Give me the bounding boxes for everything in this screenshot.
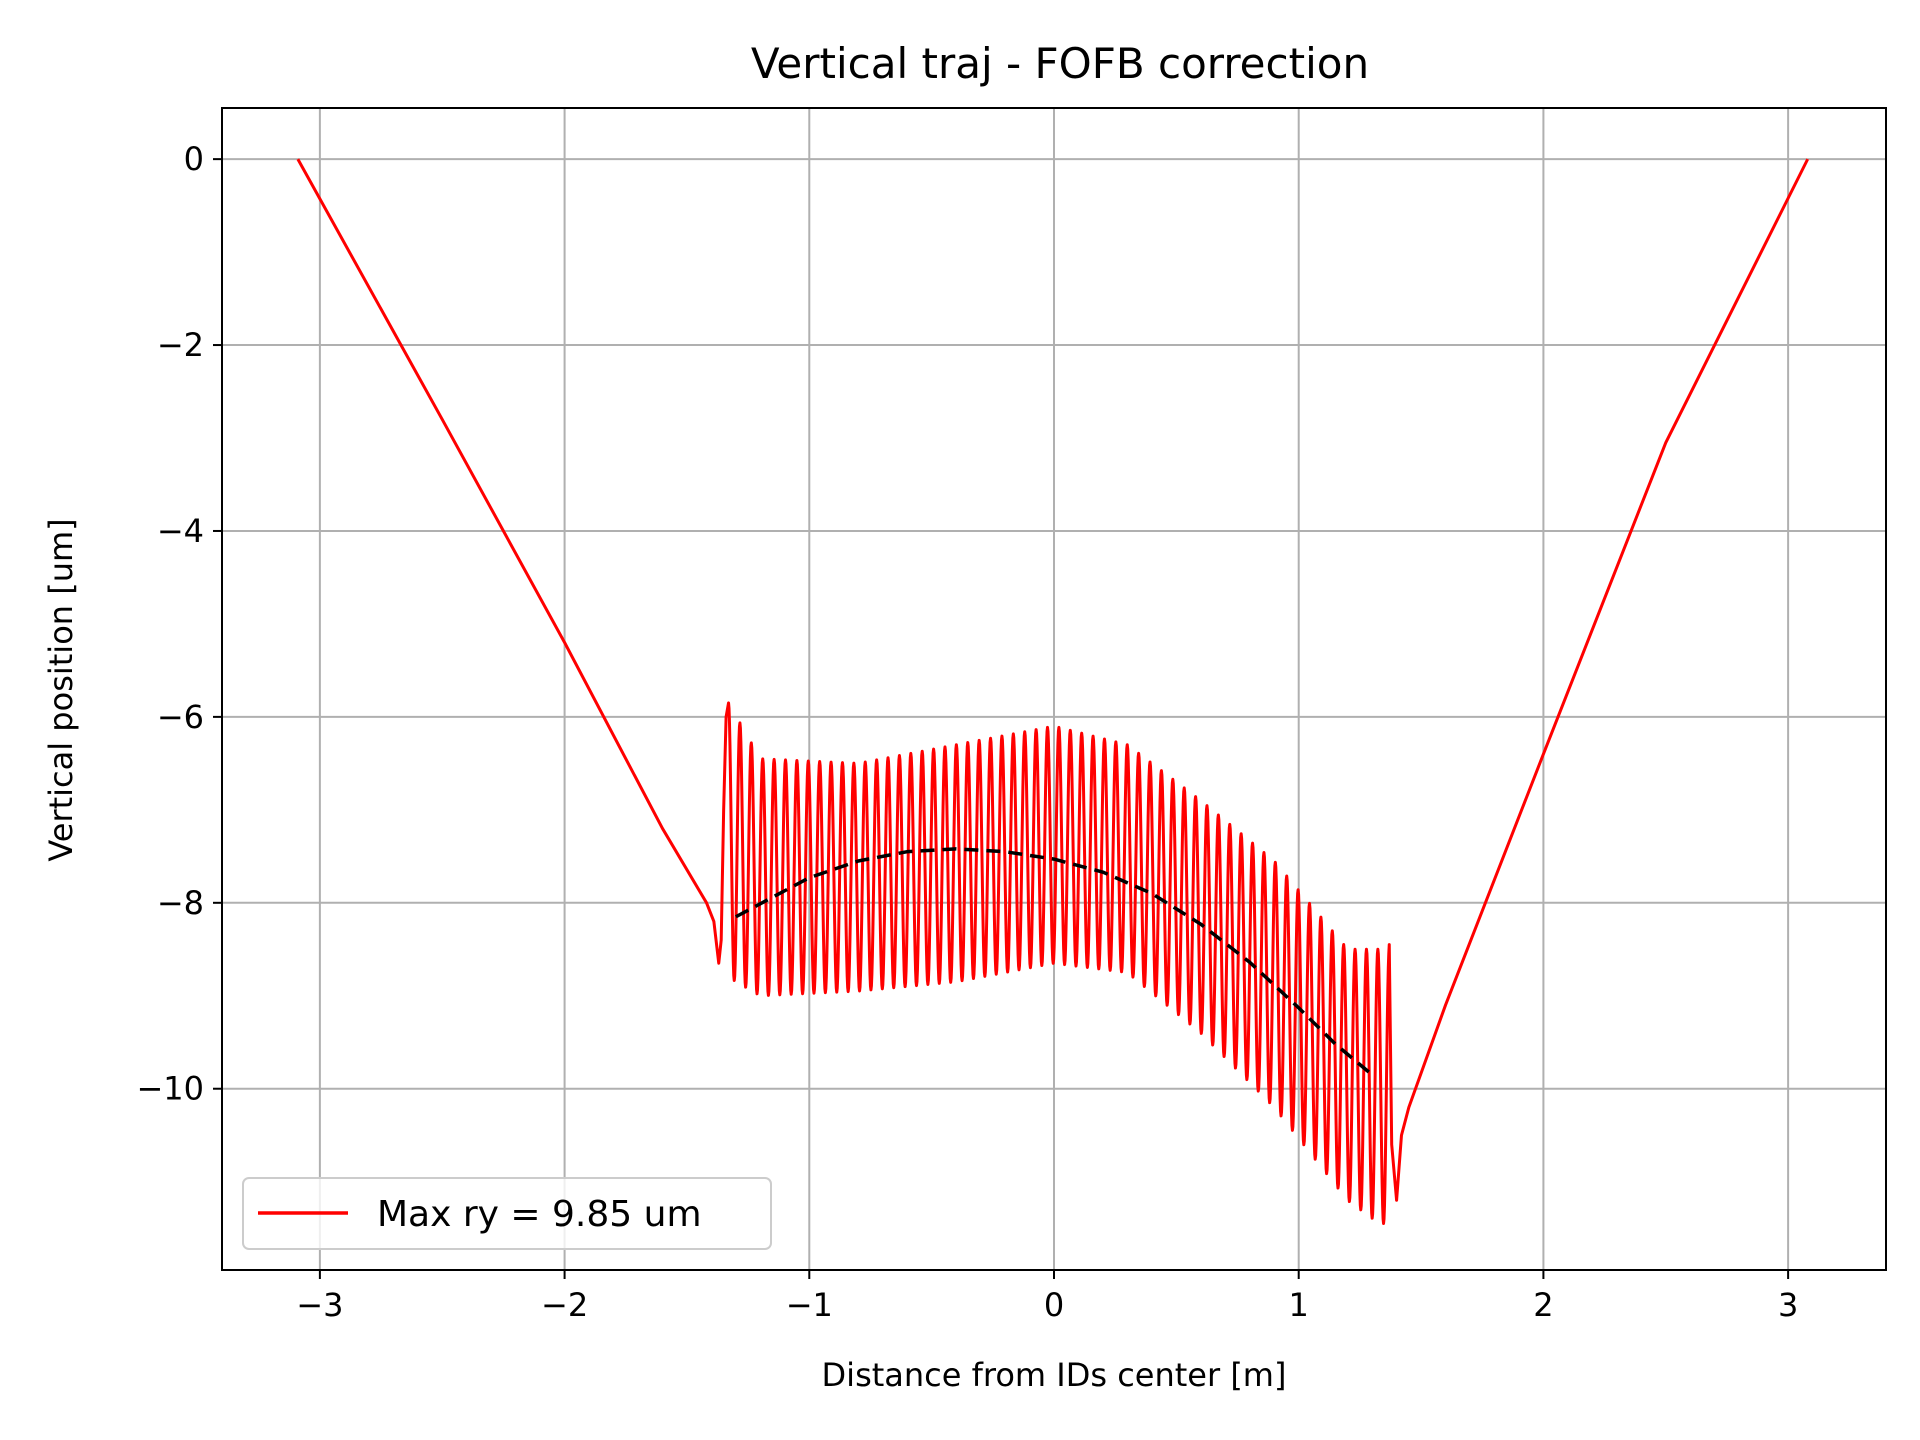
- legend: Max ry = 9.85 um: [242, 1177, 772, 1250]
- x-tick-label: −2: [541, 1286, 588, 1324]
- y-tick-label: 0: [184, 140, 204, 178]
- y-axis-label: Vertical position [um]: [42, 518, 80, 861]
- x-tick-label: 3: [1778, 1286, 1798, 1324]
- x-axis-ticks: −3 −2 −1 0 1 2 3: [296, 1270, 1798, 1324]
- y-tick-label: −10: [136, 1070, 204, 1108]
- x-tick-label: 2: [1533, 1286, 1553, 1324]
- y-tick-label: −8: [157, 884, 204, 922]
- plot-lines: [296, 158, 1810, 1226]
- chart-title: Vertical traj - FOFB correction: [751, 39, 1369, 88]
- x-tick-label: −3: [296, 1286, 343, 1324]
- trajectory-line: [296, 158, 1810, 1226]
- x-tick-label: −1: [786, 1286, 833, 1324]
- y-tick-label: −4: [157, 512, 204, 550]
- x-tick-label: 1: [1289, 1286, 1309, 1324]
- legend-label: Max ry = 9.85 um: [377, 1194, 702, 1235]
- x-axis-label: Distance from IDs center [m]: [822, 1356, 1287, 1394]
- y-tick-label: −6: [157, 698, 204, 736]
- dashed-fit-line: [735, 847, 1374, 1077]
- x-tick-label: 0: [1044, 1286, 1064, 1324]
- legend-frame: [242, 1177, 772, 1250]
- y-tick-label: −2: [157, 326, 204, 364]
- plot-frame: [221, 107, 1887, 1271]
- y-axis-ticks: 0 −2 −4 −6 −8 −10: [136, 140, 222, 1108]
